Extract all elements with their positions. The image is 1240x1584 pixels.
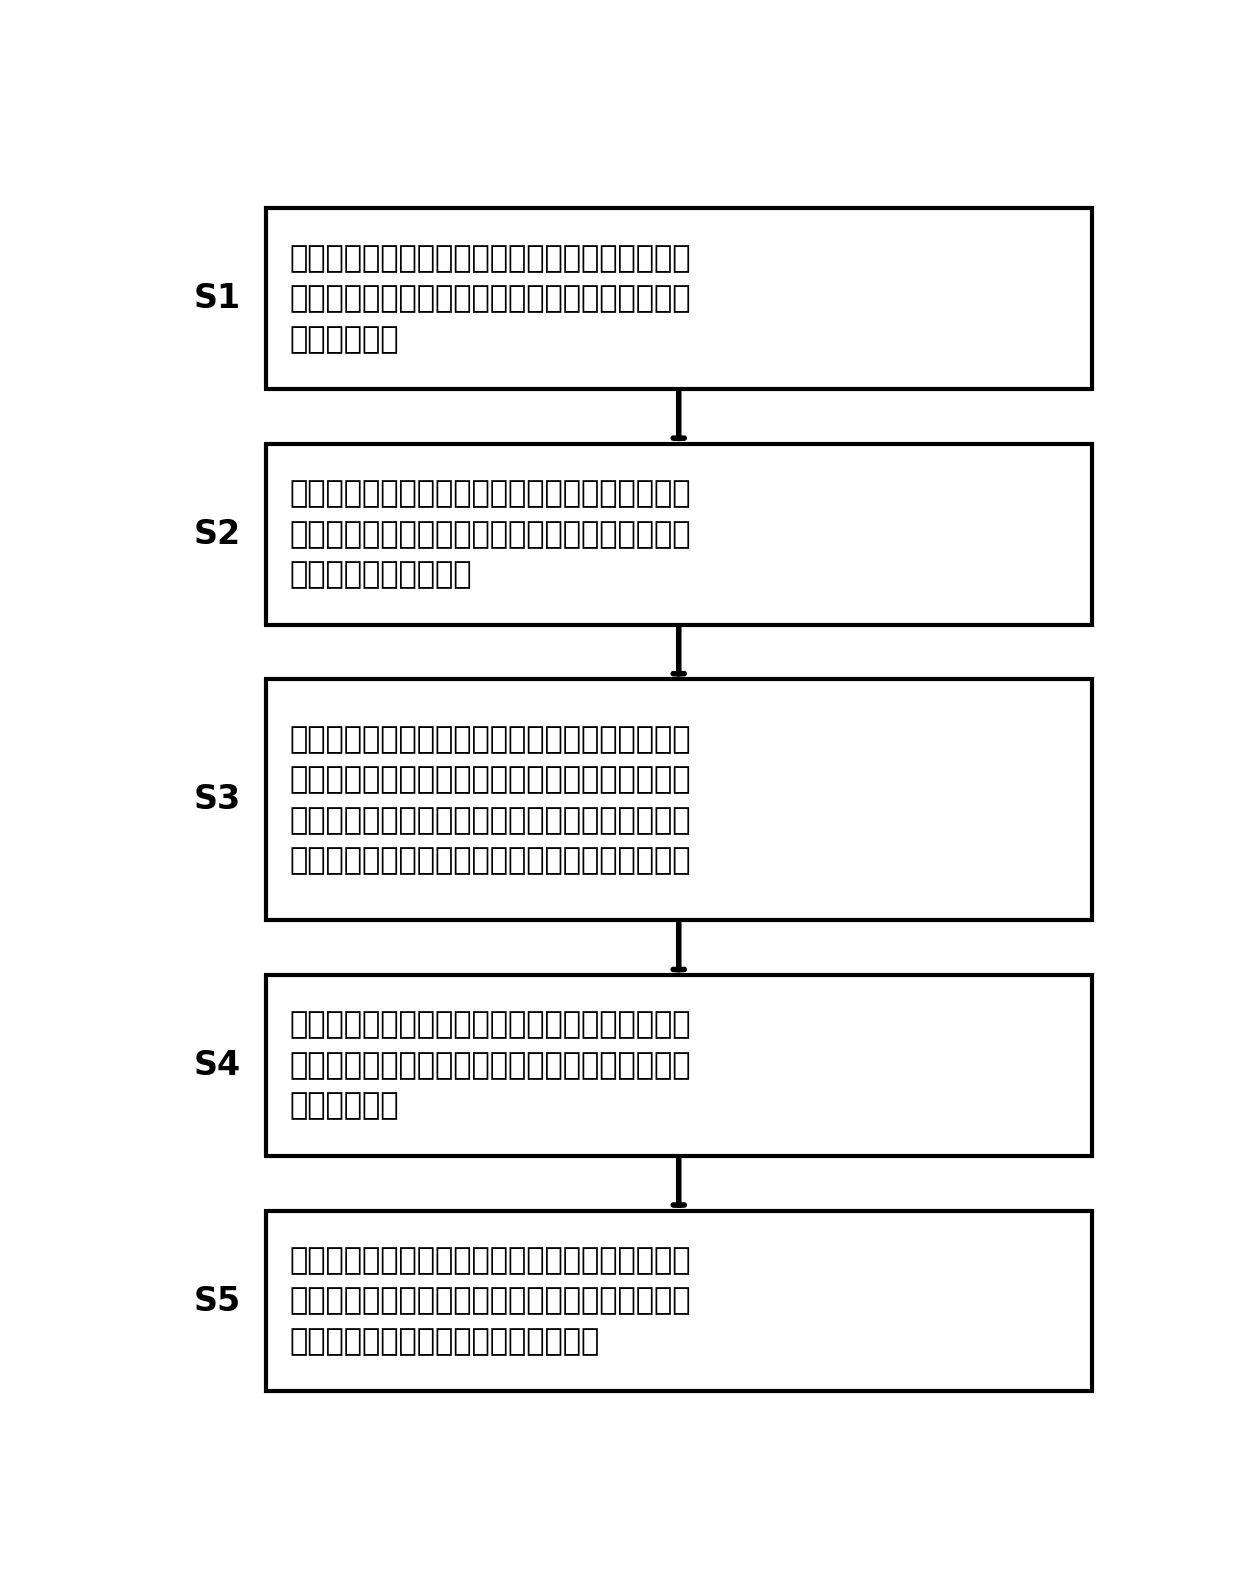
Text: S3: S3: [193, 784, 241, 816]
Text: 记录不同地物样本点在各个波段上的光谱值，并绘
制不同地物样本点光谱值统计表，通过分析统计表
中的数值找出不同地物在各个波段上光谱值之间的
差异，建立多时相高分一: 记录不同地物样本点在各个波段上的光谱值，并绘 制不同地物样本点光谱值统计表，通过…: [290, 724, 691, 876]
Text: 采用随机抽样的方式布设样本点，通过实地调查样
本点的类别与遥感分类结果比较，采用基于误差矩
阵的评估方法评定遥感分类的准确性。: 采用随机抽样的方式布设样本点，通过实地调查样 本点的类别与遥感分类结果比较，采用…: [290, 1247, 691, 1356]
FancyBboxPatch shape: [265, 1210, 1092, 1391]
Text: S2: S2: [193, 518, 241, 551]
Text: 通过影像中各种地物的影像解译标识与移栽期的影
像结合进行对比分析，将抽穗期影像中的地物进行
典型地物的初步区分；: 通过影像中各种地物的影像解译标识与移栽期的影 像结合进行对比分析，将抽穗期影像中…: [290, 480, 691, 589]
FancyBboxPatch shape: [265, 976, 1092, 1156]
Text: S1: S1: [193, 282, 241, 315]
FancyBboxPatch shape: [265, 680, 1092, 920]
Text: 对影像数据的各项指标进行阈值设定，自高分一号
影像数据中提取出中稻的分布信息，精确的提取出
中稻的分布；: 对影像数据的各项指标进行阈值设定，自高分一号 影像数据中提取出中稻的分布信息，精…: [290, 1011, 691, 1120]
Text: S4: S4: [193, 1049, 241, 1082]
Text: 获取相应区域不同时相的高分一号影像数据，并对
高分一号影像数据分别做辐射定标预处理以及大气
校正预处理；: 获取相应区域不同时相的高分一号影像数据，并对 高分一号影像数据分别做辐射定标预处…: [290, 244, 691, 353]
FancyBboxPatch shape: [265, 444, 1092, 624]
Text: S5: S5: [193, 1285, 241, 1318]
FancyBboxPatch shape: [265, 209, 1092, 390]
